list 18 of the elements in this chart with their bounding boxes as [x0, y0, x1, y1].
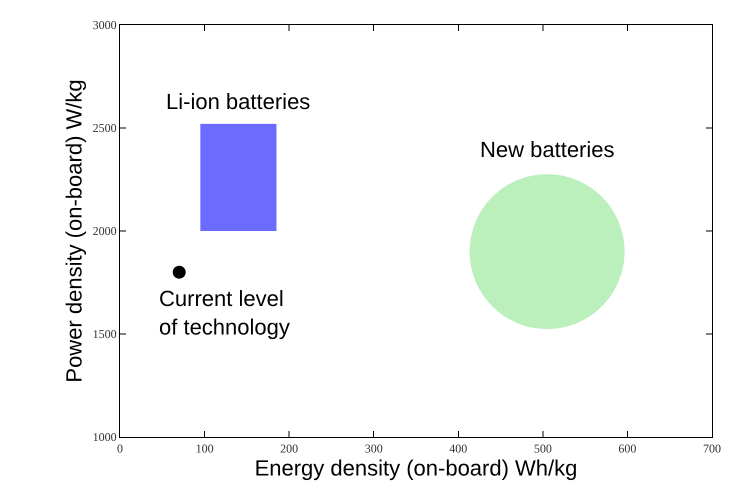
series-label: Li-ion batteries: [166, 89, 310, 114]
x-tick-label: 100: [196, 441, 214, 456]
y-axis-title: Power density (on-board) W/kg: [61, 79, 86, 383]
series-label: New batteries: [480, 137, 615, 162]
x-tick-label: 700: [703, 441, 721, 456]
x-tick-label: 400: [449, 441, 468, 456]
series-label: Current level of technology: [159, 286, 290, 340]
x-tick-label: 0: [117, 441, 123, 456]
x-tick-label: 200: [280, 441, 298, 456]
x-axis-title: Energy density (on-board) Wh/kg: [254, 455, 578, 480]
x-tick-label: 600: [618, 441, 636, 456]
y-tick-label: 3000: [92, 18, 117, 32]
x-tick-label: 300: [364, 441, 383, 456]
y-tick-label: 2500: [92, 121, 117, 136]
y-tick-label: 2000: [92, 224, 117, 238]
x-tick-label: 500: [534, 441, 552, 456]
y-tick-label: 1500: [92, 327, 117, 342]
y-tick-label: 1000: [92, 430, 117, 444]
